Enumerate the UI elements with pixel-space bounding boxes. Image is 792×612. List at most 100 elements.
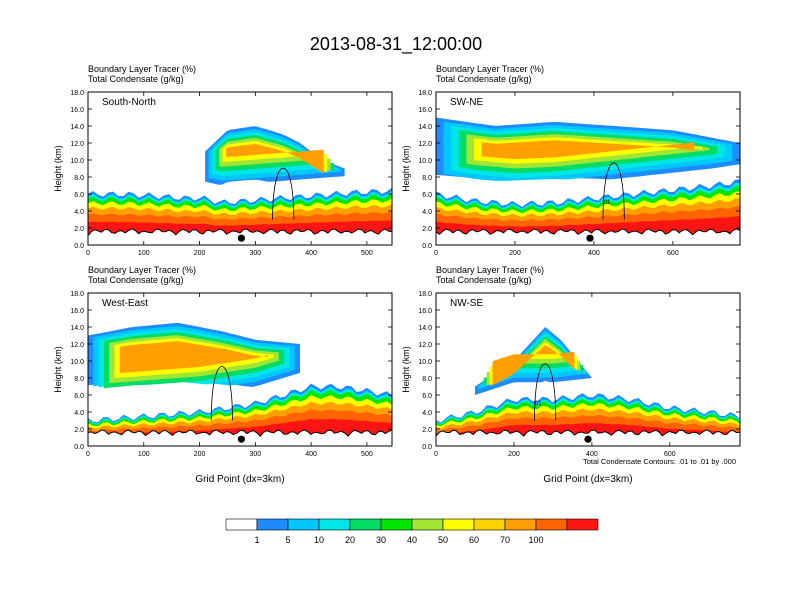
- condensate-contour: [210, 366, 233, 421]
- location-marker: [586, 234, 594, 242]
- panel-west-east: Boundary Layer Tracer (%)Total Condensat…: [53, 265, 393, 485]
- y-tick-label: 2.0: [422, 427, 432, 434]
- panel-label: NW-SE: [450, 298, 483, 309]
- x-tick-label: 600: [667, 250, 679, 257]
- y-tick-label: 6.0: [422, 192, 432, 199]
- convection-band: [119, 341, 269, 373]
- y-tick-label: 2.0: [422, 226, 432, 233]
- tracer-field: [88, 92, 392, 245]
- convection-band: [226, 143, 324, 174]
- colorbar-swatch: [473, 518, 506, 531]
- colorbar-label: 10: [314, 535, 324, 545]
- y-tick-label: 10.0: [70, 158, 84, 165]
- y-tick-label: 2.0: [74, 427, 84, 434]
- figure-title: 2013-08-31_12:00:00: [310, 34, 482, 55]
- plot-frame: [435, 292, 741, 447]
- terrain-outline: [436, 228, 740, 236]
- plot-frame: [87, 292, 393, 447]
- colorbar: 1 5 10 20 30 40 50 60 70 100: [225, 518, 599, 545]
- plot-frame: [435, 91, 741, 246]
- y-tick-label: 0.0: [422, 444, 432, 451]
- y-tick-label: 8.0: [74, 175, 84, 182]
- x-tick-label: 600: [664, 451, 676, 458]
- y-tick-label: 14.0: [70, 124, 84, 131]
- panel-header-tracer: Boundary Layer Tracer (%): [88, 64, 196, 74]
- x-tick-label: 500: [361, 250, 373, 257]
- condensate-contour: [534, 363, 557, 421]
- condensate-contour: [602, 162, 625, 220]
- y-tick-label: 18.0: [418, 291, 432, 298]
- y-tick-label: 14.0: [70, 325, 84, 332]
- colorbar-label: 30: [376, 535, 386, 545]
- y-axis-label: Height (km): [53, 346, 63, 393]
- y-tick-label: 16.0: [418, 308, 432, 315]
- colorbar-label: 40: [407, 535, 417, 545]
- y-tick-label: 0.0: [422, 243, 432, 250]
- y-tick-label: 18.0: [70, 291, 84, 298]
- panel-south-north: Boundary Layer Tracer (%)Total Condensat…: [53, 64, 393, 257]
- y-tick-label: 18.0: [418, 90, 432, 97]
- x-tick-label: 200: [194, 451, 206, 458]
- panel-nw-se: Boundary Layer Tracer (%)Total Condensat…: [401, 265, 741, 485]
- colorbar-label: 70: [500, 535, 510, 545]
- terrain-outline: [436, 429, 740, 437]
- x-tick-label: 400: [588, 250, 600, 257]
- y-tick-label: 12.0: [70, 342, 84, 349]
- x-tick-label: 300: [249, 451, 261, 458]
- y-tick-label: 16.0: [70, 308, 84, 315]
- x-tick-label: 0: [86, 250, 90, 257]
- location-marker: [237, 435, 245, 443]
- colorbar-swatch: [504, 518, 537, 531]
- y-tick-label: 6.0: [74, 393, 84, 400]
- contour-label: .01: [533, 401, 542, 407]
- convection-band: [492, 345, 575, 386]
- panel-label: West-East: [102, 298, 148, 309]
- tracer-field: .01: [436, 293, 740, 446]
- y-tick-label: 10.0: [70, 359, 84, 366]
- x-tick-label: 100: [138, 451, 150, 458]
- y-tick-label: 14.0: [418, 325, 432, 332]
- location-marker: [584, 435, 592, 443]
- panel-header-condensate: Total Condensate (g/kg): [88, 275, 184, 285]
- y-tick-label: 10.0: [418, 158, 432, 165]
- plot-frame: [87, 91, 393, 246]
- convection-band: [481, 140, 695, 159]
- colorbar-swatch: [349, 518, 382, 531]
- y-tick-label: 8.0: [422, 175, 432, 182]
- footnote-contour-info: Total Condensate Contours: .01 to .01 by…: [583, 457, 736, 466]
- colorbar-swatch: [318, 518, 351, 531]
- x-tick-label: 200: [194, 250, 206, 257]
- x-tick-label: 400: [305, 451, 317, 458]
- panel-header-tracer: Boundary Layer Tracer (%): [436, 265, 544, 275]
- x-tick-label: 400: [586, 451, 598, 458]
- x-axis-label: Grid Point (dx=3km): [543, 474, 632, 485]
- x-tick-label: 500: [361, 451, 373, 458]
- colorbar-swatch: [380, 518, 413, 531]
- colorbar-label: 1: [254, 535, 259, 545]
- panel-header-tracer: Boundary Layer Tracer (%): [88, 265, 196, 275]
- y-tick-label: 4.0: [422, 410, 432, 417]
- y-tick-label: 12.0: [418, 141, 432, 148]
- panel-sw-ne: Boundary Layer Tracer (%)Total Condensat…: [401, 64, 741, 257]
- colorbar-label: 20: [345, 535, 355, 545]
- y-tick-label: 4.0: [74, 209, 84, 216]
- y-tick-label: 4.0: [74, 410, 84, 417]
- x-tick-label: 300: [249, 250, 261, 257]
- y-axis-label: Height (km): [53, 145, 63, 192]
- y-tick-label: 0.0: [74, 444, 84, 451]
- x-tick-label: 200: [509, 250, 521, 257]
- colorbar-label: 60: [469, 535, 479, 545]
- colorbar-swatch: [442, 518, 475, 531]
- colorbar-label: 50: [438, 535, 448, 545]
- y-axis-label: Height (km): [401, 145, 411, 192]
- y-tick-label: 2.0: [74, 226, 84, 233]
- panel-header-condensate: Total Condensate (g/kg): [436, 275, 532, 285]
- x-tick-label: 0: [86, 451, 90, 458]
- y-tick-label: 0.0: [74, 243, 84, 250]
- terrain-outline: [88, 429, 392, 438]
- location-marker: [237, 234, 245, 242]
- colorbar-swatch: [225, 518, 258, 531]
- y-tick-label: 16.0: [418, 107, 432, 114]
- y-tick-label: 8.0: [74, 376, 84, 383]
- y-tick-label: 4.0: [422, 209, 432, 216]
